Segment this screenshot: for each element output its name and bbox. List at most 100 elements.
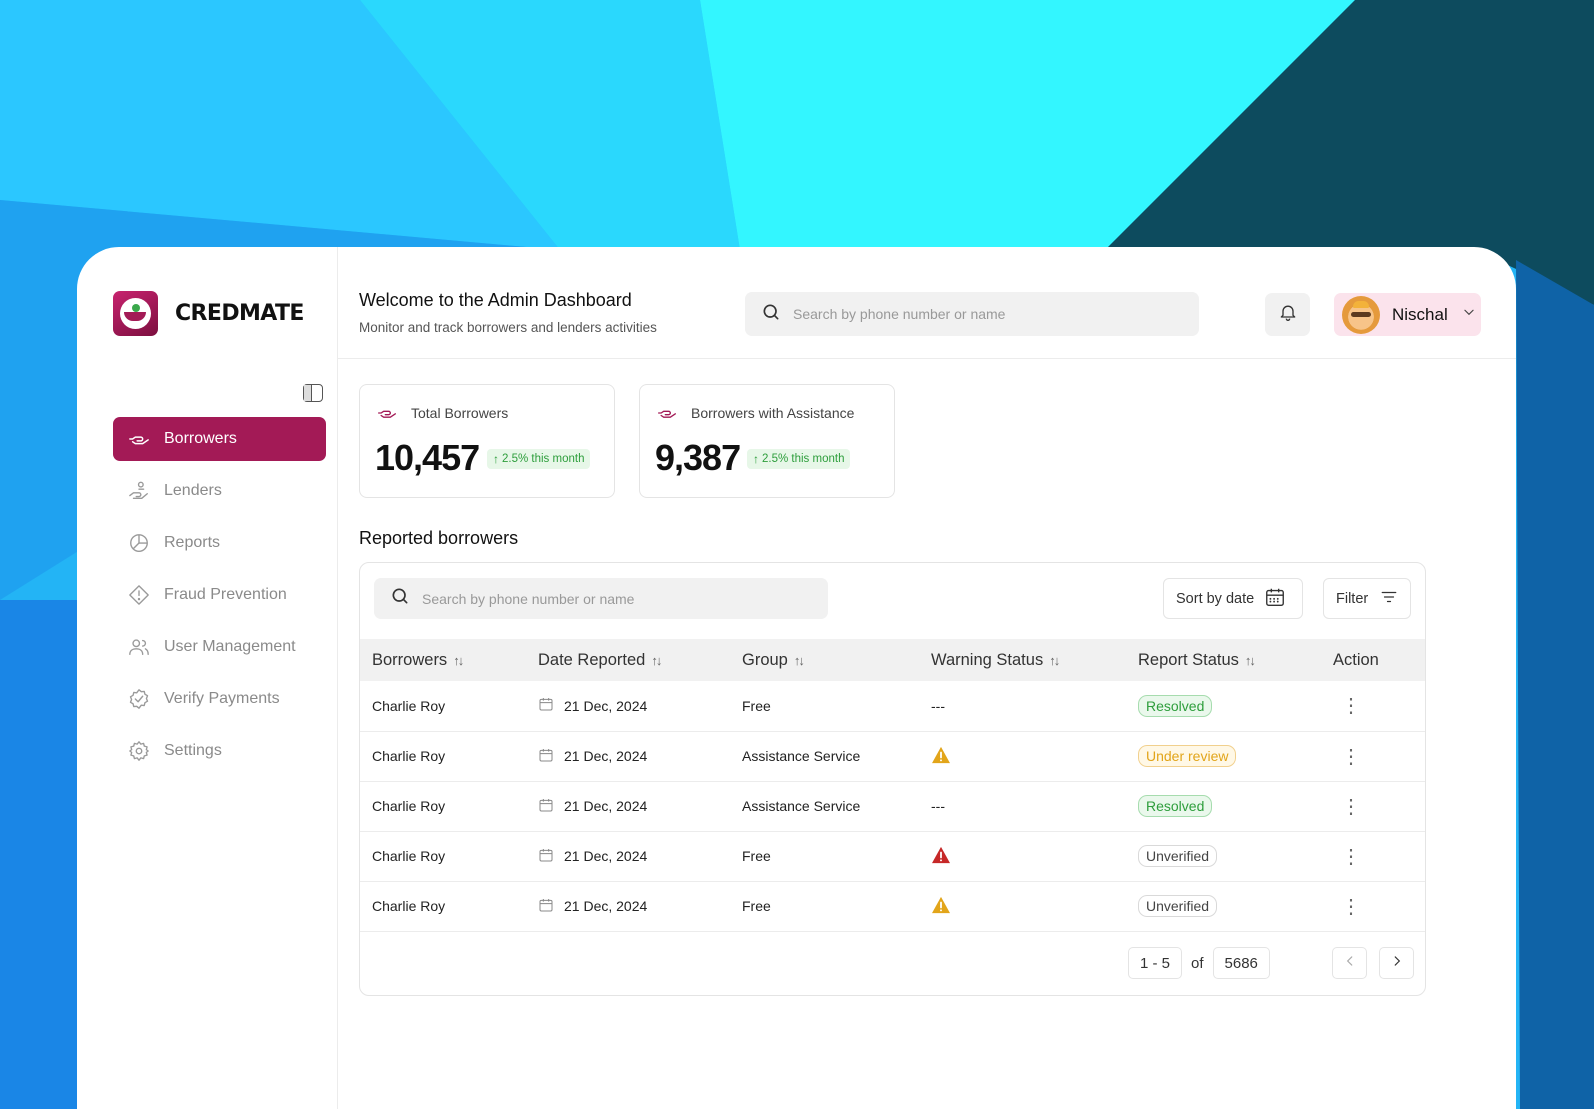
- column-header-borrowers[interactable]: Borrowers ↑↓: [372, 650, 464, 669]
- borrower-name: Charlie Roy: [372, 898, 446, 914]
- row-actions-menu-icon[interactable]: ⋮: [1341, 895, 1362, 918]
- calendar-icon: [538, 747, 564, 766]
- row-actions-menu-icon[interactable]: ⋮: [1341, 745, 1362, 768]
- user-menu-button[interactable]: Nischal: [1334, 293, 1481, 336]
- warning-diamond-icon: [127, 583, 151, 607]
- stat-label: Total Borrowers: [411, 405, 509, 421]
- warning-yellow-icon: [931, 746, 951, 767]
- column-header-report-status[interactable]: Report Status ↑↓: [1138, 650, 1256, 669]
- logo-icon: [113, 291, 158, 336]
- calendar-icon: [538, 696, 564, 715]
- warning-status-none: ---: [931, 798, 945, 814]
- stat-change-text: 2.5% this month: [502, 453, 585, 465]
- table-search-bar: [374, 578, 828, 619]
- next-page-button[interactable]: [1379, 947, 1414, 979]
- filter-icon: [1368, 588, 1400, 610]
- pagination: 1 - 5 of 5686: [1128, 947, 1270, 979]
- table-search-input[interactable]: [422, 590, 802, 607]
- warning-status-none: ---: [931, 697, 945, 714]
- sidebar-item-label: Verify Payments: [164, 690, 280, 707]
- reported-borrowers-panel: Sort by date Filter Borrowers↑↓: [359, 562, 1426, 996]
- sort-arrows-icon: ↑↓: [453, 652, 464, 668]
- sidebar-item-fraud-prevention[interactable]: Fraud Prevention: [113, 573, 326, 617]
- date-reported: 21 Dec, 2024: [564, 898, 648, 914]
- table-row[interactable]: Charlie Roy 21 Dec, 2024 Free Unverified…: [360, 831, 1425, 881]
- date-reported: 21 Dec, 2024: [564, 798, 648, 814]
- stat-change-badge: ↑ 2.5% this month: [487, 449, 591, 469]
- main-content: Welcome to the Admin Dashboard Monitor a…: [338, 247, 1516, 1109]
- group-value: Assistance Service: [742, 748, 861, 764]
- group-value: Free: [742, 898, 771, 914]
- sidebar-item-label: Lenders: [164, 482, 222, 499]
- verified-badge-icon: [127, 687, 151, 711]
- stats-row: Total Borrowers 10,457 ↑ 2.5% this month…: [359, 384, 895, 498]
- hand-icon: [655, 403, 679, 428]
- chevron-left-icon: [1343, 954, 1357, 973]
- column-header-warning-status[interactable]: Warning Status ↑↓: [931, 650, 1060, 669]
- row-actions-menu-icon[interactable]: ⋮: [1341, 845, 1362, 868]
- sidebar-item-settings[interactable]: Settings: [113, 729, 326, 773]
- table-row[interactable]: Charlie Roy 21 Dec, 2024 Assistance Serv…: [360, 731, 1425, 781]
- avatar: [1342, 295, 1380, 334]
- column-header-group[interactable]: Group ↑↓: [742, 650, 805, 669]
- sidebar-item-verify-payments[interactable]: Verify Payments: [113, 677, 326, 721]
- page-range[interactable]: 1 - 5: [1128, 947, 1183, 979]
- column-header-action: Action: [1333, 650, 1379, 669]
- table-row[interactable]: Charlie Roy 21 Dec, 2024 Free --- Resolv…: [360, 681, 1425, 731]
- sidebar-item-lenders[interactable]: Lenders: [113, 469, 326, 513]
- sidebar-item-label: Fraud Prevention: [164, 586, 287, 603]
- borrower-name: Charlie Roy: [372, 697, 446, 714]
- arrow-up-icon: ↑: [753, 452, 759, 466]
- previous-page-button[interactable]: [1332, 947, 1367, 979]
- page-total: 5686: [1212, 947, 1270, 979]
- stat-value: 10,457: [375, 437, 480, 478]
- date-reported: 21 Dec, 2024: [564, 697, 648, 714]
- sidebar-item-reports[interactable]: Reports: [113, 521, 326, 565]
- page-of-label: of: [1191, 954, 1204, 972]
- borrower-name: Charlie Roy: [372, 748, 446, 764]
- notifications-button[interactable]: [1265, 293, 1310, 336]
- search-icon: [761, 302, 781, 327]
- page-subtitle: Monitor and track borrowers and lenders …: [359, 320, 657, 335]
- stat-change-text: 2.5% this month: [762, 453, 845, 465]
- sidebar: CREDMATE Borrowers Lenders Reports: [77, 247, 338, 1109]
- calendar-icon: [1254, 586, 1286, 612]
- reported-borrowers-table: Borrowers ↑↓ Date Reported ↑↓ Group ↑↓ Warn…: [360, 639, 1425, 932]
- warning-red-icon: [931, 846, 951, 867]
- gear-icon: [127, 739, 151, 763]
- status-badge: Resolved: [1138, 795, 1213, 817]
- borrower-name: Charlie Roy: [372, 848, 446, 864]
- lender-icon: [127, 479, 151, 503]
- bell-icon: [1278, 302, 1298, 327]
- row-actions-menu-icon[interactable]: ⋮: [1341, 695, 1362, 718]
- table-row[interactable]: Charlie Roy 21 Dec, 2024 Free Unverified…: [360, 881, 1425, 931]
- status-badge: Resolved: [1138, 694, 1213, 717]
- sidebar-item-label: Borrowers: [164, 430, 237, 447]
- page-title: Welcome to the Admin Dashboard: [359, 290, 632, 310]
- users-icon: [127, 635, 151, 659]
- calendar-icon: [538, 847, 564, 866]
- chevron-right-icon: [1390, 954, 1404, 973]
- stat-change-badge: ↑ 2.5% this month: [747, 449, 851, 469]
- brand-logo[interactable]: CREDMATE: [113, 291, 304, 336]
- status-badge: Under review: [1138, 745, 1237, 767]
- sort-arrows-icon: ↑↓: [651, 652, 662, 668]
- filter-button[interactable]: Filter: [1323, 578, 1411, 619]
- sort-by-date-button[interactable]: Sort by date: [1163, 578, 1303, 619]
- table-row[interactable]: Charlie Roy 21 Dec, 2024 Assistance Serv…: [360, 781, 1425, 831]
- sort-arrows-icon: ↑↓: [1049, 652, 1060, 668]
- row-actions-menu-icon[interactable]: ⋮: [1341, 795, 1362, 818]
- sidebar-toggle-icon[interactable]: [303, 384, 323, 402]
- calendar-icon: [538, 897, 564, 916]
- sidebar-item-borrowers[interactable]: Borrowers: [113, 417, 326, 461]
- status-badge: Unverified: [1138, 895, 1218, 917]
- column-header-date-reported[interactable]: Date Reported ↑↓: [538, 650, 662, 669]
- pie-chart-icon: [127, 531, 151, 555]
- stat-value: 9,387: [655, 437, 741, 478]
- sort-arrows-icon: ↑↓: [793, 652, 805, 668]
- header-search-input[interactable]: [793, 306, 1173, 322]
- user-name: Nischal: [1392, 304, 1448, 324]
- sidebar-item-label: Settings: [164, 742, 222, 759]
- sidebar-item-user-management[interactable]: User Management: [113, 625, 326, 669]
- hand-icon: [375, 403, 399, 428]
